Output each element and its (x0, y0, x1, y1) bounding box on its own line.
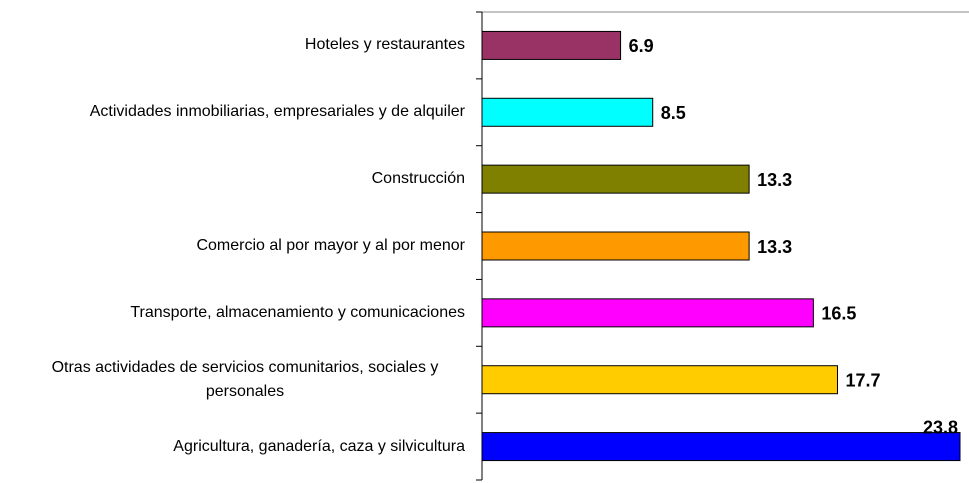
category-label-box: Comercio al por mayor y al por menor (5, 234, 465, 258)
value-label: 17.7 (845, 370, 880, 390)
category-label-box: Transporte, almacenamiento y comunicacio… (5, 301, 465, 325)
category-label-box: Actividades inmobiliarias, empresariales… (5, 100, 465, 124)
bar (481, 432, 961, 462)
category-label-box: Agricultura, ganadería, caza y silvicult… (5, 435, 465, 459)
bar (481, 97, 654, 127)
bar (481, 30, 622, 60)
value-label: 13.3 (757, 237, 792, 257)
category-label-box: Hoteles y restaurantes (5, 33, 465, 57)
category-label: Otras actividades de servicios comunitar… (51, 358, 439, 400)
bar (481, 231, 750, 261)
category-label: Hoteles y restaurantes (304, 36, 465, 54)
category-label: Transporte, almacenamiento y comunicacio… (130, 303, 465, 321)
bar (481, 298, 814, 328)
value-label: 8.5 (661, 103, 686, 123)
value-label: 6.9 (629, 36, 654, 56)
value-label: 13.3 (757, 170, 792, 190)
category-label: Construcción (371, 170, 465, 188)
value-label: 23.8 (923, 417, 958, 437)
category-label: Agricultura, ganadería, caza y silvicult… (173, 437, 465, 455)
category-label: Actividades inmobiliarias, empresariales… (89, 103, 465, 121)
category-label-box: Otras actividades de servicios comunitar… (5, 356, 465, 404)
bar (481, 164, 750, 194)
value-label: 16.5 (821, 304, 856, 324)
bar (481, 365, 838, 395)
category-label: Comercio al por mayor y al por menor (196, 237, 465, 254)
category-label-box: Construcción (5, 167, 465, 191)
